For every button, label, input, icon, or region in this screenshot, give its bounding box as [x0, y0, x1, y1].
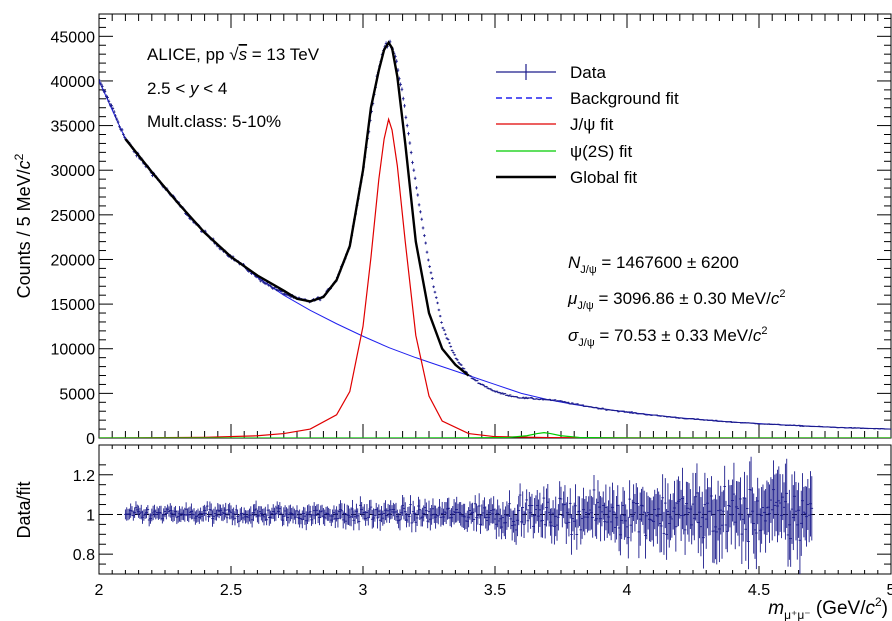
main-plot-frame: [98, 13, 892, 439]
fit-results: NJ/ψ = 1467600 ± 6200 μJ/ψ = 3096.86 ± 0…: [567, 253, 785, 349]
fit-mu-unit-c: c: [771, 289, 780, 308]
x-axis-label-exp: 2: [875, 595, 882, 609]
annotation-rapidity-y: y: [189, 79, 200, 98]
annotation-block: ALICE, pp √s = 13 TeV 2.5 < y < 4 Mult.c…: [147, 45, 320, 131]
main-y-tick-label: 45000: [51, 29, 96, 46]
main-y-tick-label: 35000: [51, 119, 96, 136]
legend-entry-psi2s: ψ(2S) fit: [496, 142, 632, 161]
main-y-tick-label: 5000: [59, 386, 95, 403]
main-y-tick-label: 10000: [51, 342, 96, 359]
fit-sigma-symbol: σ: [568, 326, 579, 345]
ratio-data-layer: [99, 456, 891, 574]
main-y-axis-label-text: Counts / 5 MeV/: [14, 169, 34, 298]
annotation-rapidity-low: 2.5 <: [147, 79, 190, 98]
annotation-multiplicity: Mult.class: 5-10%: [147, 112, 281, 131]
main-y-tick-label: 30000: [51, 163, 96, 180]
x-tick-label: 3: [359, 582, 368, 599]
x-tick-label: 4.5: [748, 582, 770, 599]
fit-sigma-sub: J/ψ: [578, 337, 595, 349]
x-axis-label-close: ): [882, 598, 888, 619]
legend-entry-global: Global fit: [496, 168, 637, 187]
fit-mu-symbol: μ: [567, 289, 578, 308]
annotation-sqrt-sign: √: [229, 45, 239, 64]
x-axis-label-m: m: [768, 598, 784, 619]
x-tick-label: 3.5: [484, 582, 506, 599]
main-y-axis-label-exp: 2: [12, 153, 26, 160]
x-tick-label: 2: [95, 582, 104, 599]
fit-mu-unit-exp: 2: [779, 288, 785, 300]
annotation-rapidity: 2.5 < y < 4: [147, 79, 227, 98]
fit-result-n-jpsi: NJ/ψ = 1467600 ± 6200: [568, 253, 739, 276]
legend: Data Background fit J/ψ fit ψ(2S) fit Gl…: [496, 63, 679, 187]
fit-n-value: = 1467600 ± 6200: [597, 253, 739, 272]
legend-label-global: Global fit: [570, 168, 637, 187]
x-axis-label-c: c: [865, 598, 875, 619]
annotation-experiment: ALICE, pp √s = 13 TeV: [147, 45, 320, 64]
legend-label-psi2s: ψ(2S) fit: [570, 142, 632, 161]
jpsi-fit-curve: [99, 117, 891, 438]
ratio-y-axis-label: Data/fit: [14, 481, 34, 538]
fit-result-mu-jpsi: μJ/ψ = 3096.86 ± 0.30 MeV/c2: [567, 288, 785, 312]
legend-label-jpsi: J/ψ fit: [570, 115, 614, 134]
x-tick-label: 2.5: [220, 582, 242, 599]
x-axis-label-unit: (GeV/: [811, 598, 867, 619]
fit-sigma-value: = 70.53 ± 0.33 MeV/: [595, 326, 753, 345]
annotation-energy: = 13 TeV: [247, 45, 320, 64]
ratio-y-tick-label: 0.8: [73, 547, 95, 564]
ratio-points: [124, 456, 814, 574]
fit-sigma-unit-exp: 2: [761, 325, 767, 337]
fit-mu-value: = 3096.86 ± 0.30 MeV/: [594, 289, 771, 308]
psi2s-fit-curve: [99, 432, 891, 438]
data-points: [99, 39, 891, 430]
fit-result-sigma-jpsi: σJ/ψ = 70.53 ± 0.33 MeV/c2: [568, 325, 767, 349]
fit-mu-sub: J/ψ: [577, 300, 594, 312]
legend-label-data: Data: [570, 63, 606, 82]
legend-label-background: Background fit: [570, 89, 679, 108]
main-y-tick-label: 40000: [51, 74, 96, 91]
x-tick-label: 5: [887, 582, 892, 599]
fit-n-symbol: N: [568, 253, 581, 272]
main-y-tick-label: 0: [86, 431, 95, 448]
annotation-experiment-prefix: ALICE, pp: [147, 45, 229, 64]
legend-entry-jpsi: J/ψ fit: [496, 115, 614, 134]
x-axis-label: mμ⁺μ⁻ (GeV/c2): [768, 595, 888, 621]
ratio-y-tick-label: 1: [86, 507, 95, 524]
main-y-tick-label: 25000: [51, 208, 96, 225]
x-tick-label: 4: [623, 582, 632, 599]
main-y-tick-label: 20000: [51, 252, 96, 269]
annotation-rapidity-high: < 4: [199, 79, 228, 98]
legend-entry-background: Background fit: [496, 89, 679, 108]
ratio-y-tick-label: 1.2: [73, 468, 95, 485]
main-y-axis-label: Counts / 5 MeV/c2: [12, 153, 34, 298]
global-fit-curve: [124, 40, 470, 377]
annotation-sqrt-s: s: [239, 45, 248, 64]
main-y-tick-label: 15000: [51, 297, 96, 314]
ratio-axes: 2 2.5 3 3.5 4 4.5 5 0.8 1 1.2: [73, 445, 892, 599]
fit-n-sub: J/ψ: [580, 264, 597, 276]
fit-sigma-unit-c: c: [753, 326, 762, 345]
legend-entry-data: Data: [496, 63, 606, 82]
main-data-layer: [99, 39, 891, 438]
main-y-axis-label-c: c: [14, 160, 34, 169]
x-axis-label-sub: μ⁺μ⁻: [784, 608, 811, 621]
